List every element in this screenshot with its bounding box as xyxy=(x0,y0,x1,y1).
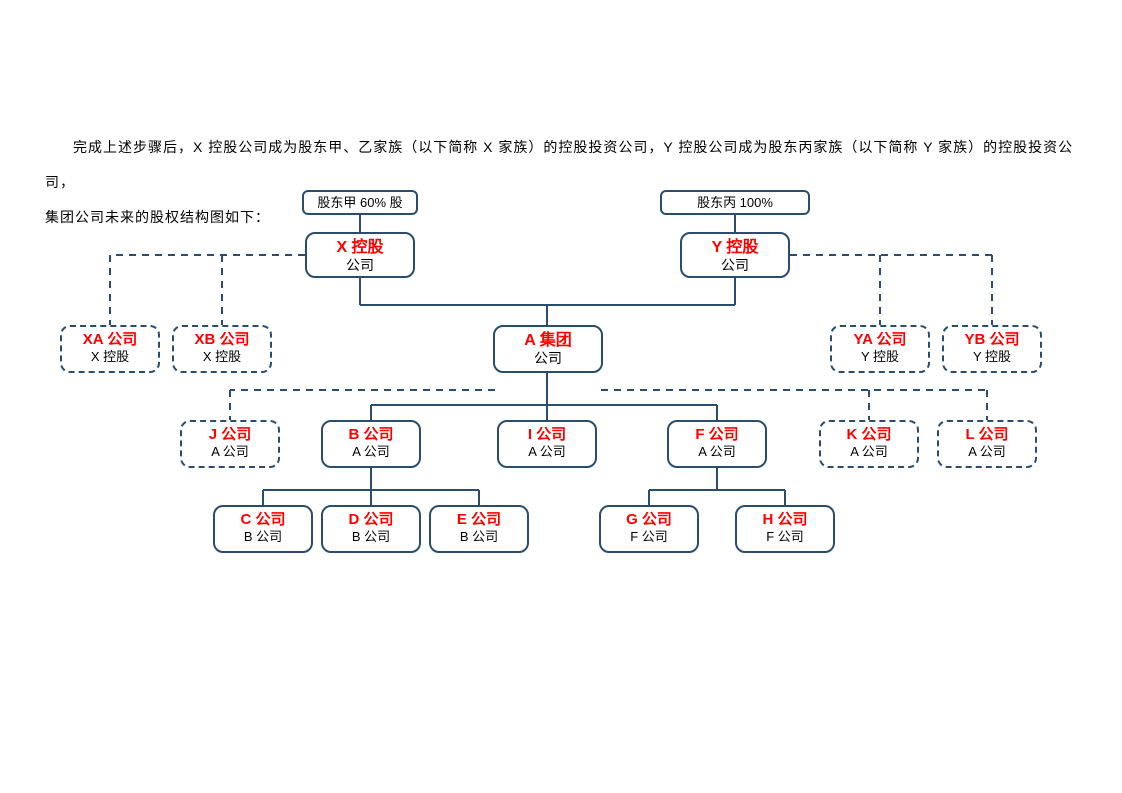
node-title: C 公司 xyxy=(215,511,311,529)
ownership-right: 股东丙 100% xyxy=(660,190,810,215)
node-sub: B 公司 xyxy=(215,529,311,545)
node-sub: 公司 xyxy=(307,257,413,274)
node-title: J 公司 xyxy=(182,426,278,444)
node-sub: A 公司 xyxy=(323,444,419,460)
node-c: C 公司 B 公司 xyxy=(213,505,313,553)
node-title: F 公司 xyxy=(669,426,765,444)
connector-lines xyxy=(0,190,1122,620)
node-x-holding: X 控股 公司 xyxy=(305,232,415,278)
node-sub: A 公司 xyxy=(669,444,765,460)
node-ya: YA 公司 Y 控股 xyxy=(830,325,930,373)
node-title: X 控股 xyxy=(307,238,413,257)
node-title: H 公司 xyxy=(737,511,833,529)
node-f: F 公司 A 公司 xyxy=(667,420,767,468)
node-j: J 公司 A 公司 xyxy=(180,420,280,468)
node-sub: 公司 xyxy=(495,350,601,367)
node-xb: XB 公司 X 控股 xyxy=(172,325,272,373)
ownership-left-label: 股东甲 60% 股 xyxy=(317,195,402,210)
node-title: Y 控股 xyxy=(682,238,788,257)
node-sub: B 公司 xyxy=(431,529,527,545)
node-sub: F 公司 xyxy=(737,529,833,545)
node-title: A 集团 xyxy=(495,331,601,350)
node-sub: Y 控股 xyxy=(944,349,1040,365)
ownership-right-label: 股东丙 100% xyxy=(697,195,773,210)
node-k: K 公司 A 公司 xyxy=(819,420,919,468)
node-sub: A 公司 xyxy=(821,444,917,460)
node-sub: X 控股 xyxy=(62,349,158,365)
node-sub: A 公司 xyxy=(182,444,278,460)
node-a-group: A 集团 公司 xyxy=(493,325,603,373)
node-title: G 公司 xyxy=(601,511,697,529)
node-b: B 公司 A 公司 xyxy=(321,420,421,468)
node-title: L 公司 xyxy=(939,426,1035,444)
node-sub: 公司 xyxy=(682,257,788,274)
node-title: I 公司 xyxy=(499,426,595,444)
node-title: E 公司 xyxy=(431,511,527,529)
node-l: L 公司 A 公司 xyxy=(937,420,1037,468)
node-sub: B 公司 xyxy=(323,529,419,545)
node-sub: F 公司 xyxy=(601,529,697,545)
node-title: D 公司 xyxy=(323,511,419,529)
node-title: XB 公司 xyxy=(174,331,270,349)
node-title: YA 公司 xyxy=(832,331,928,349)
node-title: YB 公司 xyxy=(944,331,1040,349)
org-chart: 股东甲 60% 股 股东丙 100% X 控股 公司 Y 控股 公司 XA 公司… xyxy=(0,190,1122,620)
node-h: H 公司 F 公司 xyxy=(735,505,835,553)
node-i: I 公司 A 公司 xyxy=(497,420,597,468)
node-e: E 公司 B 公司 xyxy=(429,505,529,553)
ownership-left: 股东甲 60% 股 xyxy=(302,190,418,215)
node-sub: Y 控股 xyxy=(832,349,928,365)
node-g: G 公司 F 公司 xyxy=(599,505,699,553)
node-title: B 公司 xyxy=(323,426,419,444)
node-sub: A 公司 xyxy=(499,444,595,460)
node-y-holding: Y 控股 公司 xyxy=(680,232,790,278)
node-d: D 公司 B 公司 xyxy=(321,505,421,553)
node-xa: XA 公司 X 控股 xyxy=(60,325,160,373)
node-yb: YB 公司 Y 控股 xyxy=(942,325,1042,373)
node-title: K 公司 xyxy=(821,426,917,444)
node-title: XA 公司 xyxy=(62,331,158,349)
node-sub: A 公司 xyxy=(939,444,1035,460)
node-sub: X 控股 xyxy=(174,349,270,365)
